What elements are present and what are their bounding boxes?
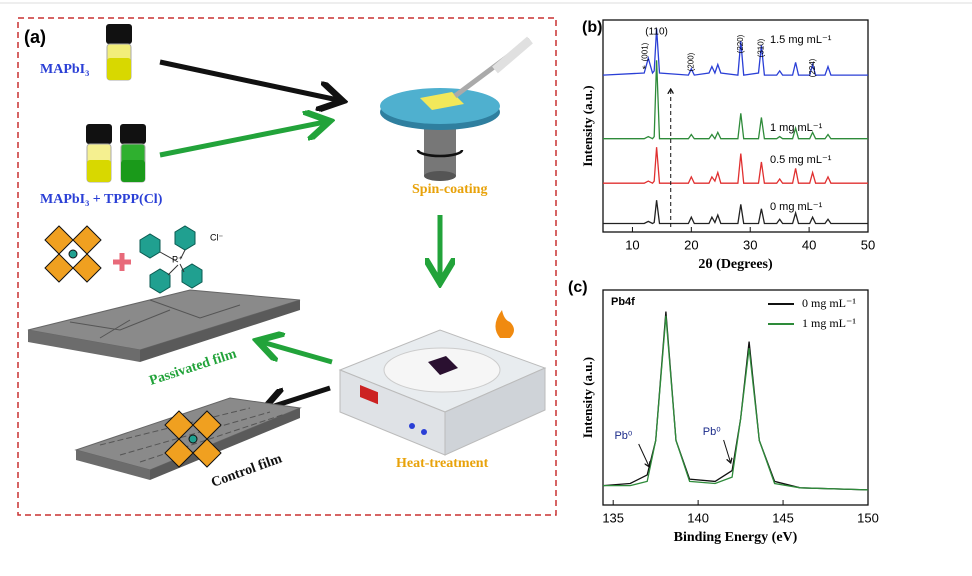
annotation: Pb⁰ xyxy=(614,430,632,442)
plot-frame xyxy=(602,289,869,506)
panel-label: (b) xyxy=(582,19,602,36)
series-line xyxy=(603,147,868,185)
annotation-arrow xyxy=(638,443,649,466)
x-tick-label: 10 xyxy=(625,237,639,252)
precursor-label: MAPbI₃ xyxy=(40,62,89,77)
x-tick-label: 150 xyxy=(857,510,879,525)
perovskite xyxy=(44,225,222,468)
hotplate xyxy=(338,310,547,456)
x-tick-label: 145 xyxy=(772,510,794,525)
series-line xyxy=(603,60,868,140)
annotation: (001) xyxy=(641,42,650,61)
panel-label: (c) xyxy=(568,279,588,296)
arrow xyxy=(262,342,333,365)
x-tick-label: 140 xyxy=(687,510,709,525)
arrow xyxy=(159,122,325,158)
film xyxy=(74,397,302,480)
arrow xyxy=(159,59,338,100)
step-label: Heat-treatment xyxy=(396,456,489,471)
x-tick-label: 40 xyxy=(802,237,816,252)
film xyxy=(27,289,301,362)
annotation-arrow xyxy=(723,439,731,462)
y-axis-label: Intensity (a.u.) xyxy=(580,85,595,166)
legend-label: 0 mg mL⁻¹ xyxy=(802,296,856,310)
chart: (c) 135 140 145 150 Binding Energy (eV) Intens… xyxy=(568,279,879,545)
series-line xyxy=(603,315,869,491)
tppp xyxy=(139,225,203,294)
precursor-label: MAPbI₃ + TPPP(Cl) xyxy=(40,192,163,207)
ion-label: P⁺ xyxy=(172,254,183,264)
annotation: (310) xyxy=(757,38,766,57)
plot-frame xyxy=(602,19,869,233)
y-axis-label: Intensity (a.u.) xyxy=(580,357,595,438)
annotation: (200) xyxy=(686,52,695,71)
x-tick-label: 135 xyxy=(602,510,624,525)
vial xyxy=(106,24,132,81)
legend-label: 1 mg mL⁻¹ xyxy=(802,316,856,330)
series-line xyxy=(602,28,868,76)
panel-label: (a) xyxy=(24,27,46,47)
series-label: 0.5 mg mL⁻¹ xyxy=(770,154,832,166)
step-label: Spin-coating xyxy=(412,182,487,197)
annotation: * xyxy=(642,65,646,76)
series-line xyxy=(602,311,869,491)
vial xyxy=(86,124,112,183)
series-label: 1 mg mL⁻¹ xyxy=(770,122,823,134)
panel-frame xyxy=(17,17,557,516)
chart: (b) 10 20 30 40 50 2θ (Degrees) Intensity (a.u.… xyxy=(580,19,875,272)
chart-title: Pb4f xyxy=(611,296,635,308)
ion-label: Cl⁻ xyxy=(210,232,223,242)
x-tick-label: 20 xyxy=(684,237,698,252)
spin-coater xyxy=(380,36,533,181)
annotation: (220) xyxy=(736,34,745,53)
panel-a: (a) MAPbI₃ MAPbI₃ + TPPP(Cl) Spin-coatin… xyxy=(17,17,557,516)
series-label: 0 mg mL⁻¹ xyxy=(770,201,823,213)
series-line xyxy=(603,200,868,225)
x-tick-label: 30 xyxy=(743,237,757,252)
x-axis-label: Binding Energy (eV) xyxy=(674,530,798,545)
vial xyxy=(120,124,146,183)
annotation: (110) xyxy=(645,27,668,38)
annotation: Pb⁰ xyxy=(703,426,721,438)
x-tick-label: 50 xyxy=(861,237,875,252)
film-label: Control film xyxy=(209,451,284,491)
annotation: (224) xyxy=(808,58,817,77)
plus xyxy=(113,253,131,271)
series-label: 1.5 mg mL⁻¹ xyxy=(770,34,832,46)
x-axis-label: 2θ (Degrees) xyxy=(698,257,773,272)
